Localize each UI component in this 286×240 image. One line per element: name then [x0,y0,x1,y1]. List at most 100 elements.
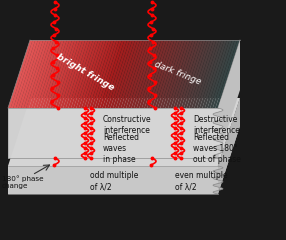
Polygon shape [21,40,46,108]
Polygon shape [108,40,132,108]
Polygon shape [134,40,159,108]
Polygon shape [8,98,240,166]
Polygon shape [82,40,106,108]
Polygon shape [213,40,240,158]
Polygon shape [50,40,75,108]
Polygon shape [74,40,98,108]
Polygon shape [213,40,237,108]
Polygon shape [194,40,219,108]
Polygon shape [168,40,193,108]
Polygon shape [29,40,53,108]
Polygon shape [8,40,33,108]
Polygon shape [42,40,67,108]
Polygon shape [124,40,148,108]
Polygon shape [29,40,53,108]
Polygon shape [55,40,80,108]
Polygon shape [137,40,161,108]
Polygon shape [105,40,130,108]
Polygon shape [8,166,218,194]
Polygon shape [89,40,114,108]
Text: Destructive
interference: Destructive interference [193,115,240,135]
Polygon shape [163,40,188,108]
Polygon shape [32,40,56,108]
Polygon shape [176,40,200,108]
Polygon shape [79,40,104,108]
Polygon shape [26,40,51,108]
Polygon shape [19,40,43,108]
Polygon shape [179,40,203,108]
Polygon shape [79,40,104,108]
Polygon shape [66,40,90,108]
Polygon shape [8,40,33,108]
Polygon shape [68,40,93,108]
Polygon shape [45,40,69,108]
Polygon shape [21,40,46,108]
Polygon shape [139,40,164,108]
Polygon shape [102,40,127,108]
Polygon shape [192,40,217,108]
Polygon shape [16,40,41,108]
Polygon shape [55,40,80,108]
Polygon shape [61,40,85,108]
Polygon shape [95,40,119,108]
Polygon shape [26,40,51,108]
Polygon shape [173,40,198,108]
Polygon shape [100,40,124,108]
Polygon shape [42,40,67,108]
Polygon shape [63,40,88,108]
Polygon shape [24,40,48,108]
Polygon shape [32,40,56,108]
Text: odd multiple
of λ/2: odd multiple of λ/2 [90,171,138,191]
Text: Reflected
waves
in phase: Reflected waves in phase [103,133,139,164]
Polygon shape [118,40,143,108]
Polygon shape [181,40,206,108]
Polygon shape [92,40,117,108]
Polygon shape [218,98,240,194]
Polygon shape [84,40,109,108]
Polygon shape [97,40,122,108]
Polygon shape [184,40,208,108]
Polygon shape [58,40,82,108]
Text: Reflected
waves 180°
out of phase: Reflected waves 180° out of phase [193,133,241,164]
Polygon shape [186,40,211,108]
Polygon shape [147,40,172,108]
Polygon shape [16,40,41,108]
Polygon shape [37,40,61,108]
Polygon shape [58,40,82,108]
Polygon shape [13,40,38,108]
Polygon shape [24,40,48,108]
Polygon shape [126,40,151,108]
Polygon shape [142,40,166,108]
Polygon shape [71,40,96,108]
Polygon shape [76,40,101,108]
Polygon shape [13,40,38,108]
Text: 180° phase
change: 180° phase change [2,175,44,189]
Polygon shape [144,40,169,108]
Polygon shape [11,40,35,108]
Polygon shape [63,40,88,108]
Polygon shape [19,40,43,108]
Polygon shape [158,40,182,108]
Polygon shape [71,40,96,108]
Polygon shape [39,40,64,108]
Polygon shape [205,40,229,108]
Polygon shape [113,40,138,108]
Polygon shape [68,40,93,108]
Polygon shape [89,40,114,108]
Text: Constructive
interference: Constructive interference [103,115,152,135]
Polygon shape [84,40,109,108]
Polygon shape [152,40,177,108]
Polygon shape [210,40,235,108]
Polygon shape [202,40,227,108]
Polygon shape [87,40,111,108]
Polygon shape [160,40,185,108]
Polygon shape [155,40,180,108]
Polygon shape [200,40,224,108]
Polygon shape [47,40,72,108]
Polygon shape [131,40,156,108]
Text: bright fringe: bright fringe [55,52,115,92]
Polygon shape [121,40,146,108]
Polygon shape [53,40,77,108]
Polygon shape [208,40,232,108]
Polygon shape [215,40,240,108]
